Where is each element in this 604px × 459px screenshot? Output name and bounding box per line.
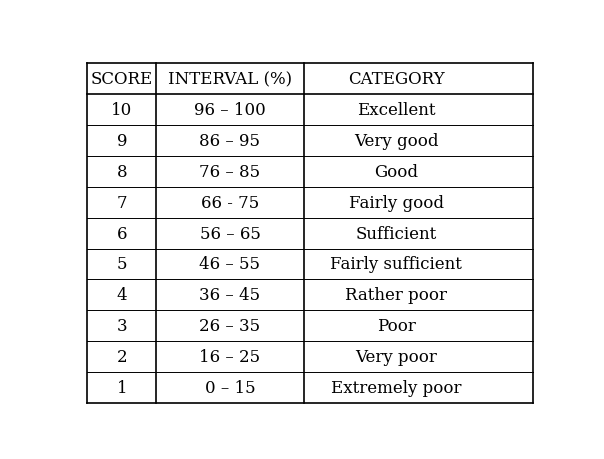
Text: 56 – 65: 56 – 65 (199, 225, 260, 242)
Text: Excellent: Excellent (357, 102, 435, 119)
Text: Very poor: Very poor (355, 348, 437, 365)
Text: Good: Good (374, 163, 418, 180)
Text: Sufficient: Sufficient (356, 225, 437, 242)
Text: 86 – 95: 86 – 95 (199, 133, 260, 150)
Text: 2: 2 (117, 348, 127, 365)
Text: 6: 6 (117, 225, 127, 242)
Text: 4: 4 (117, 287, 127, 304)
Text: 76 – 85: 76 – 85 (199, 163, 260, 180)
Text: SCORE: SCORE (91, 71, 153, 88)
Text: 8: 8 (117, 163, 127, 180)
Text: Extremely poor: Extremely poor (331, 379, 461, 396)
Text: 0 – 15: 0 – 15 (205, 379, 255, 396)
Text: 10: 10 (111, 102, 132, 119)
Text: 26 – 35: 26 – 35 (199, 318, 260, 335)
Text: 16 – 25: 16 – 25 (199, 348, 260, 365)
Text: 1: 1 (117, 379, 127, 396)
Text: Fairly good: Fairly good (349, 194, 443, 211)
Text: Rather poor: Rather poor (345, 287, 447, 304)
Text: 46 – 55: 46 – 55 (199, 256, 260, 273)
Text: 3: 3 (117, 318, 127, 335)
Text: 7: 7 (117, 194, 127, 211)
Text: 36 – 45: 36 – 45 (199, 287, 260, 304)
Text: Poor: Poor (377, 318, 416, 335)
Text: Very good: Very good (354, 133, 439, 150)
Text: 96 – 100: 96 – 100 (194, 102, 266, 119)
Text: 9: 9 (117, 133, 127, 150)
Text: Fairly sufficient: Fairly sufficient (330, 256, 462, 273)
Text: 66 - 75: 66 - 75 (201, 194, 259, 211)
Text: CATEGORY: CATEGORY (348, 71, 445, 88)
Text: INTERVAL (%): INTERVAL (%) (168, 71, 292, 88)
Text: 5: 5 (117, 256, 127, 273)
